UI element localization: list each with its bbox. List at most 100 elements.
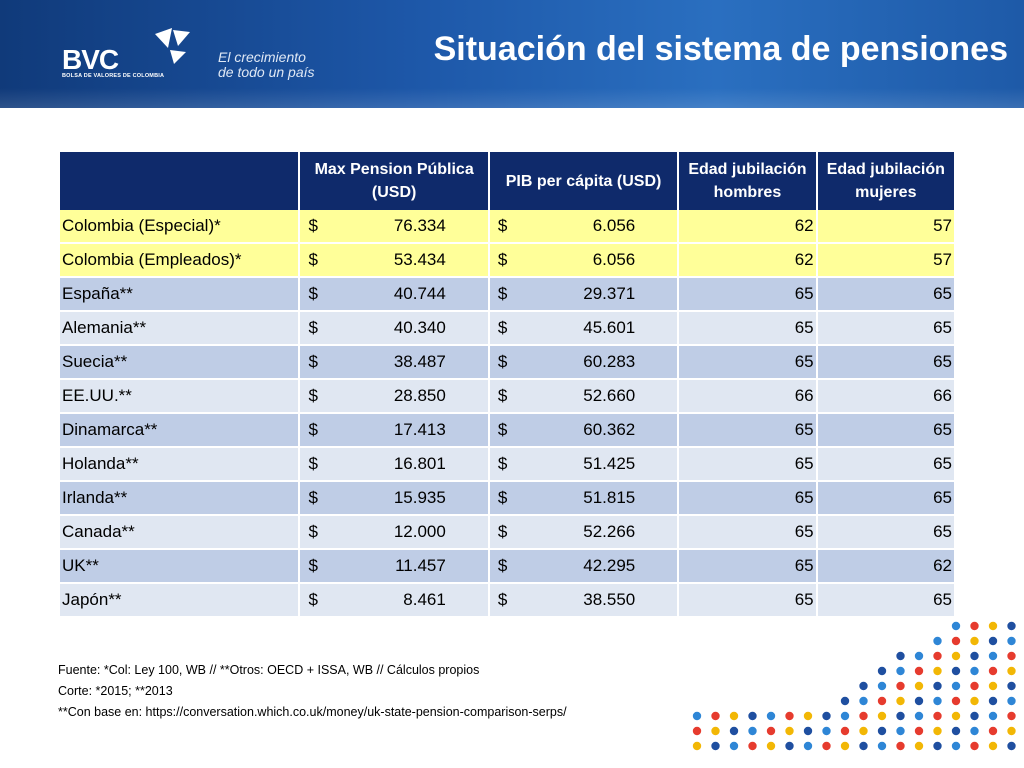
currency-symbol: $ bbox=[497, 352, 508, 371]
table-row: Colombia (Especial)* $76.334 $6.056 62 57 bbox=[60, 210, 954, 244]
header-country bbox=[60, 152, 299, 210]
table-header-row: Max Pension Pública (USD) PIB per cápita… bbox=[60, 152, 954, 210]
decorative-dot bbox=[748, 741, 757, 751]
decorative-dot bbox=[951, 696, 961, 706]
cell-country: EE.UU.** bbox=[60, 380, 299, 414]
decorative-dot bbox=[933, 681, 942, 691]
slogan: El crecimiento de todo un país bbox=[218, 50, 328, 80]
cell-max-pension: $76.334 bbox=[300, 210, 488, 244]
decorative-dot bbox=[1007, 666, 1016, 676]
pension-amount: 76.334 bbox=[393, 216, 446, 235]
decorative-dot bbox=[1007, 741, 1016, 751]
pension-amount: 17.413 bbox=[393, 420, 446, 439]
decorative-dot bbox=[1007, 711, 1016, 721]
cell-age-women: 62 bbox=[817, 550, 954, 584]
cell-age-men: 66 bbox=[679, 380, 816, 414]
decorative-dot bbox=[1007, 636, 1016, 646]
cell-country: Colombia (Empleados)* bbox=[60, 244, 299, 278]
decorative-dot bbox=[877, 696, 887, 706]
cell-pib: $42.295 bbox=[489, 550, 678, 584]
footnote-cutoff: Corte: *2015; **2013 bbox=[58, 684, 173, 698]
pension-amount: 8.461 bbox=[403, 590, 446, 609]
decorative-dot bbox=[914, 711, 924, 721]
decorative-dot bbox=[933, 726, 942, 736]
decorative-dot bbox=[933, 636, 942, 646]
table-row: Irlanda** $15.935 $51.815 65 65 bbox=[60, 482, 954, 516]
cell-age-men: 65 bbox=[679, 550, 816, 584]
decorative-dot bbox=[711, 711, 720, 721]
decorative-dot bbox=[822, 741, 831, 751]
decorative-dot bbox=[951, 681, 961, 691]
cell-max-pension: $8.461 bbox=[300, 584, 488, 618]
decorative-dot bbox=[1007, 696, 1016, 706]
decorative-dot bbox=[748, 711, 757, 721]
cell-age-women: 57 bbox=[817, 210, 954, 244]
decorative-dot bbox=[988, 666, 998, 676]
footnote-reference: **Con base en: https://conversation.whic… bbox=[58, 705, 567, 719]
decorative-dot bbox=[988, 696, 998, 706]
cell-pib: $51.815 bbox=[489, 482, 678, 516]
cell-age-men: 65 bbox=[679, 482, 816, 516]
pib-amount: 38.550 bbox=[583, 590, 636, 609]
currency-symbol: $ bbox=[308, 556, 318, 575]
cell-max-pension: $11.457 bbox=[300, 550, 488, 584]
decorative-dot bbox=[729, 726, 739, 736]
decorative-dot bbox=[1007, 651, 1016, 661]
pib-amount: 6.056 bbox=[592, 216, 636, 235]
decorative-dot bbox=[877, 666, 887, 676]
cell-country: Canada** bbox=[60, 516, 299, 550]
decorative-dot bbox=[859, 696, 868, 706]
currency-symbol: $ bbox=[497, 318, 508, 337]
decorative-dot bbox=[896, 726, 905, 736]
decorative-dot bbox=[988, 726, 998, 736]
currency-symbol: $ bbox=[497, 590, 508, 609]
decorative-dot bbox=[859, 726, 868, 736]
cell-pib: $60.362 bbox=[489, 414, 678, 448]
currency-symbol: $ bbox=[497, 284, 508, 303]
pib-amount: 52.660 bbox=[583, 386, 636, 405]
decorative-dot bbox=[711, 741, 720, 751]
cell-pib: $60.283 bbox=[489, 346, 678, 380]
cell-pib: $45.601 bbox=[489, 312, 678, 346]
cell-country: Dinamarca** bbox=[60, 414, 299, 448]
decorative-dot bbox=[766, 726, 776, 736]
decorative-dot bbox=[988, 711, 998, 721]
decorative-dot bbox=[988, 636, 998, 646]
pib-amount: 51.425 bbox=[583, 454, 636, 473]
cell-age-women: 65 bbox=[817, 482, 954, 516]
decorative-dot bbox=[951, 711, 961, 721]
pension-amount: 12.000 bbox=[393, 522, 446, 541]
cell-max-pension: $40.340 bbox=[300, 312, 488, 346]
table-row: Alemania** $40.340 $45.601 65 65 bbox=[60, 312, 954, 346]
decorative-dot bbox=[877, 726, 887, 736]
cell-age-women: 57 bbox=[817, 244, 954, 278]
header-banner: BVC BOLSA DE VALORES DE COLOMBIA El crec… bbox=[0, 0, 1024, 108]
header-max-pension: Max Pension Pública (USD) bbox=[300, 152, 488, 210]
pension-amount: 15.935 bbox=[393, 488, 446, 507]
bvc-logo-icon bbox=[155, 28, 190, 64]
decorative-dot bbox=[840, 741, 850, 751]
cell-max-pension: $12.000 bbox=[300, 516, 488, 550]
table-row: EE.UU.** $28.850 $52.660 66 66 bbox=[60, 380, 954, 414]
decorative-dot bbox=[970, 651, 979, 661]
logo-subtitle: BOLSA DE VALORES DE COLOMBIA bbox=[62, 73, 165, 79]
cell-country: Colombia (Especial)* bbox=[60, 210, 299, 244]
cell-country: Alemania** bbox=[60, 312, 299, 346]
header-age-women: Edad jubilación mujeres bbox=[817, 152, 954, 210]
decorative-dot bbox=[859, 681, 868, 691]
decorative-dot bbox=[970, 711, 979, 721]
currency-symbol: $ bbox=[497, 488, 508, 507]
decorative-dot bbox=[877, 741, 887, 751]
decorative-dot bbox=[970, 636, 979, 646]
cell-max-pension: $38.487 bbox=[300, 346, 488, 380]
decorative-dot bbox=[933, 666, 942, 676]
currency-symbol: $ bbox=[497, 522, 508, 541]
decorative-dot bbox=[785, 741, 794, 751]
cell-age-men: 62 bbox=[679, 210, 816, 244]
pib-amount: 6.056 bbox=[592, 250, 636, 269]
decorative-dot bbox=[692, 741, 702, 751]
cell-pib: $52.660 bbox=[489, 380, 678, 414]
table-row: UK** $11.457 $42.295 65 62 bbox=[60, 550, 954, 584]
decorative-dot bbox=[914, 726, 924, 736]
cell-pib: $29.371 bbox=[489, 278, 678, 312]
